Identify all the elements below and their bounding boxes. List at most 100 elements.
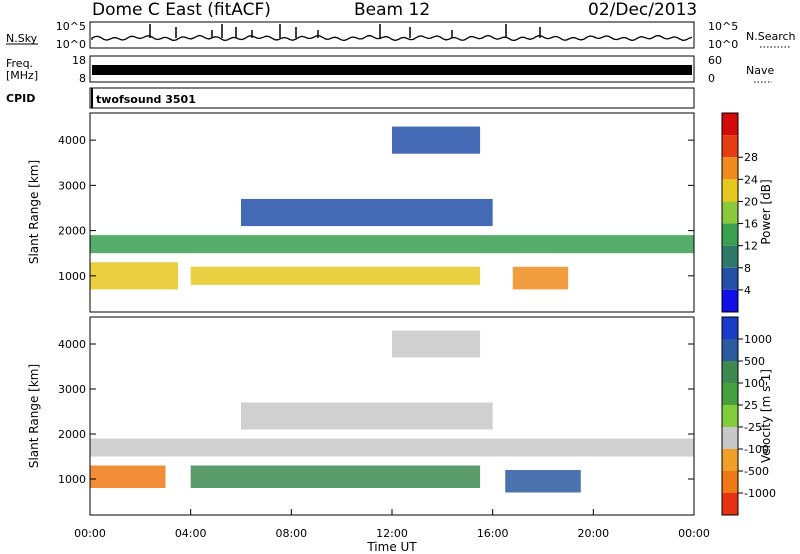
power-colorbar-swatch-4 bbox=[722, 201, 738, 224]
power-colorbar-label: Power [dB] bbox=[759, 179, 773, 244]
time-xlabel: Time UT bbox=[366, 540, 417, 554]
power-echo-band-1 bbox=[190, 266, 481, 285]
power-colorbar-label-5: 24 bbox=[744, 173, 758, 186]
velocity-ylabel: Slant Range [km] bbox=[27, 364, 41, 468]
velocity-colorbar-label-7: -1000 bbox=[744, 487, 776, 500]
nsky-frame bbox=[89, 21, 695, 49]
nsearch-tick-bottom: 10^0 bbox=[708, 38, 738, 51]
velocity-colorbar-label-6: -500 bbox=[744, 465, 769, 478]
velocity-colorbar-frame bbox=[721, 316, 739, 516]
velocity-colorbar-swatch-1 bbox=[722, 471, 738, 493]
velocity-colorbar-label-0: 1000 bbox=[744, 333, 772, 346]
velocity-yticks: 1000 2000 3000 4000 bbox=[58, 338, 694, 486]
velocity-colorbar-swatch-7 bbox=[722, 339, 738, 361]
velocity-echo-bands bbox=[90, 330, 694, 493]
freq-frame bbox=[89, 55, 695, 83]
power-ytick-label-0: 1000 bbox=[58, 270, 86, 283]
power-ytick-label-3: 4000 bbox=[58, 134, 86, 147]
nave-tick-bottom: 0 bbox=[708, 72, 715, 85]
velocity-colorbar-label-1: 500 bbox=[744, 355, 765, 368]
power-colorbar-swatch-0 bbox=[722, 289, 738, 312]
power-colorbar-label-4: 20 bbox=[744, 195, 758, 208]
cpid-label: CPID bbox=[6, 92, 35, 105]
power-colorbar-label-0: 4 bbox=[744, 284, 751, 297]
date-label: 02/Dec/2013 bbox=[588, 0, 697, 20]
velocity-ytick-label-0: 1000 bbox=[58, 473, 86, 486]
velocity-echo-band-1 bbox=[190, 465, 481, 488]
power-echo-band-5 bbox=[392, 126, 481, 154]
power-colorbar-swatch-7 bbox=[722, 135, 738, 158]
velocity-ytick-label-2: 3000 bbox=[58, 383, 86, 396]
freq-unit-label: [MHz] bbox=[6, 69, 38, 82]
velocity-colorbar-swatch-4 bbox=[722, 405, 738, 427]
cpid-strip: CPID twofsound 3501 bbox=[6, 87, 695, 109]
nave-label: Nave bbox=[746, 64, 774, 77]
power-colorbar: 4 8 12 16 20 24 28 bbox=[721, 112, 758, 313]
velocity-echo-band-2 bbox=[505, 470, 581, 493]
nsearch-label: N.Search bbox=[746, 30, 796, 43]
power-ytick-label-1: 2000 bbox=[58, 225, 86, 238]
time-xticks: 00:00 04:00 08:00 12:00 16:00 20:00 00:00 bbox=[74, 509, 710, 540]
velocity-colorbar-label-4: -25 bbox=[744, 421, 762, 434]
cpid-program: twofsound 3501 bbox=[96, 93, 196, 106]
power-colorbar-label-1: 8 bbox=[744, 262, 751, 275]
nsky-spikes bbox=[149, 24, 541, 38]
velocity-panel: 1000 2000 3000 4000 Slant Range [km] 00:00 0… bbox=[27, 316, 776, 554]
power-frame bbox=[89, 112, 695, 313]
velocity-colorbar-swatch-3 bbox=[722, 427, 738, 449]
time-xtick-label-2: 08:00 bbox=[275, 527, 307, 540]
velocity-echo-band-4 bbox=[241, 402, 493, 430]
radar-title: Dome C East (fitACF) bbox=[92, 0, 271, 20]
velocity-colorbar-label: Velocity [m s-1] bbox=[759, 369, 773, 463]
power-echo-band-4 bbox=[241, 198, 493, 227]
time-xtick-label-5: 20:00 bbox=[577, 527, 609, 540]
power-echo-band-0 bbox=[90, 262, 179, 290]
power-ytick-label-2: 3000 bbox=[58, 179, 86, 192]
beam-label: Beam 12 bbox=[354, 0, 430, 20]
nsky-tick-bottom: 10^0 bbox=[56, 38, 86, 51]
power-echo-bands bbox=[90, 126, 694, 290]
velocity-ytick-label-3: 4000 bbox=[58, 338, 86, 351]
power-colorbar-swatch-1 bbox=[722, 267, 738, 290]
freq-trace bbox=[92, 65, 692, 75]
power-colorbar-swatch-8 bbox=[722, 113, 738, 136]
nsearch-tick-top: 10^5 bbox=[708, 20, 738, 33]
power-colorbar-label-2: 12 bbox=[744, 240, 758, 253]
nave-tick-top: 60 bbox=[708, 54, 722, 67]
velocity-colorbar-swatch-2 bbox=[722, 449, 738, 471]
velocity-colorbar-label-3: 25 bbox=[744, 399, 758, 412]
power-echo-band-2 bbox=[512, 266, 569, 290]
power-panel: 1000 2000 3000 4000 Slant Range [km] 4 8 12 16… bbox=[27, 112, 773, 313]
cpid-frame bbox=[89, 87, 695, 109]
power-colorbar-label-6: 28 bbox=[744, 151, 758, 164]
power-yticks: 1000 2000 3000 4000 bbox=[58, 134, 694, 283]
time-xtick-label-6: 00:00 bbox=[678, 527, 710, 540]
velocity-ytick-label-1: 2000 bbox=[58, 428, 86, 441]
velocity-colorbar-label-2: 100 bbox=[744, 377, 765, 390]
power-colorbar-label-3: 16 bbox=[744, 218, 758, 231]
power-colorbar-frame bbox=[721, 112, 739, 313]
time-xtick-label-0: 00:00 bbox=[74, 527, 106, 540]
nsky-label: N.Sky bbox=[6, 32, 38, 45]
power-colorbar-swatch-3 bbox=[722, 223, 738, 246]
freq-tick-top: 18 bbox=[72, 54, 86, 67]
power-colorbar-swatch-2 bbox=[722, 245, 738, 268]
velocity-echo-band-5 bbox=[392, 330, 481, 358]
freq-label: Freq. bbox=[6, 57, 33, 70]
velocity-colorbar-label-5: -100 bbox=[744, 443, 769, 456]
velocity-echo-band-0 bbox=[90, 465, 166, 488]
power-ylabel: Slant Range [km] bbox=[27, 160, 41, 264]
nsky-tick-top: 10^5 bbox=[56, 20, 86, 33]
velocity-colorbar-swatch-6 bbox=[722, 361, 738, 383]
velocity-echo-band-3 bbox=[90, 438, 694, 457]
power-colorbar-swatch-5 bbox=[722, 179, 738, 202]
power-colorbar-swatch-6 bbox=[722, 157, 738, 180]
time-xtick-label-1: 04:00 bbox=[175, 527, 207, 540]
freq-strip: Freq. [MHz] 18 8 60 0 Nave bbox=[6, 54, 774, 85]
velocity-colorbar-swatch-5 bbox=[722, 383, 738, 405]
velocity-colorbar-swatch-8 bbox=[722, 317, 738, 339]
velocity-colorbar-swatch-0 bbox=[722, 493, 738, 515]
time-xtick-label-3: 12:00 bbox=[376, 527, 408, 540]
velocity-colorbar: 1000 500 100 25 -25 -100 -500 -1000 bbox=[721, 316, 776, 516]
